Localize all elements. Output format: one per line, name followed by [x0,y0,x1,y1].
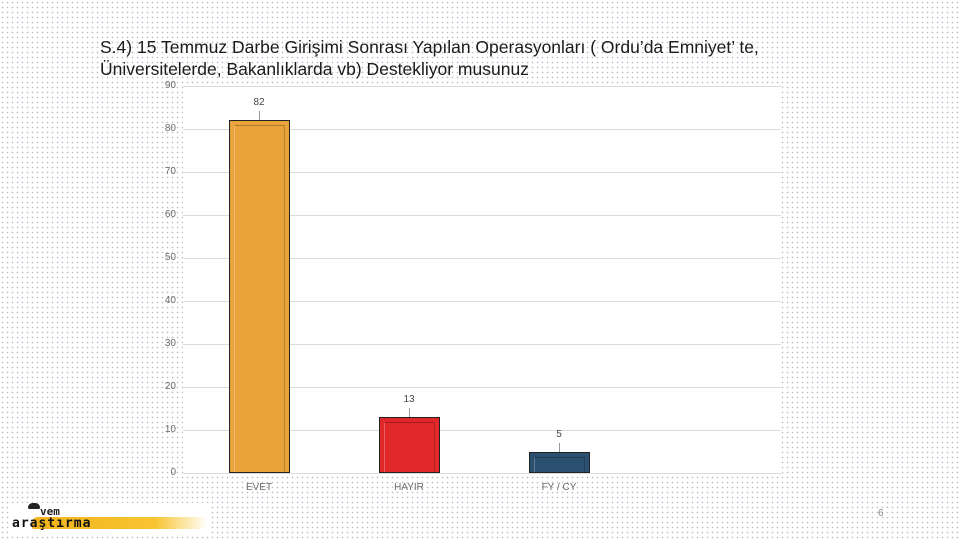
data-label: 5 [556,428,562,440]
gridline [183,129,781,130]
bar-bevel [533,456,585,472]
y-tick-label: 70 [164,166,176,177]
gridline [183,387,781,388]
gridline [183,430,781,431]
data-label-leader [409,408,410,418]
data-label: 82 [253,97,265,109]
gridline [183,473,781,474]
x-tick-label: FY / CY [541,482,577,493]
bar-fy-cy [528,451,590,473]
page-number: 6 [878,508,884,519]
bar-bevel [383,422,435,472]
gridline [183,258,781,259]
x-tick-label: EVET [245,482,273,493]
y-tick-label: 30 [164,338,176,349]
data-label: 13 [403,394,415,406]
logo-line2: araştırma [12,516,92,531]
logo-swoosh [32,517,208,529]
gridline [183,301,781,302]
y-tick-label: 60 [164,209,176,220]
y-tick-label: 80 [164,123,176,134]
bar-hayir [378,417,440,473]
bar-bevel [233,125,285,472]
chart-plot-area: 82 13 5 [183,86,781,474]
gridline [183,172,781,173]
bar-evet [228,120,290,473]
y-tick-label: 0 [170,467,176,478]
logo-pin-icon [28,503,40,509]
y-tick-label: 90 [164,80,176,91]
gridline [183,344,781,345]
slide-title: S.4) 15 Temmuz Darbe Girişimi Sonrası Ya… [100,37,759,79]
data-label-leader [259,111,260,121]
logo-line1: vem [40,505,60,518]
y-tick-label: 20 [164,381,176,392]
y-tick-label: 50 [164,252,176,263]
gridline [183,215,781,216]
y-tick-label: 40 [164,295,176,306]
data-label-leader [559,442,560,452]
x-tick-label: HAYIR [394,482,424,493]
y-tick-label: 10 [164,424,176,435]
gridline [183,86,781,87]
company-logo: vem araştırma [10,503,210,535]
